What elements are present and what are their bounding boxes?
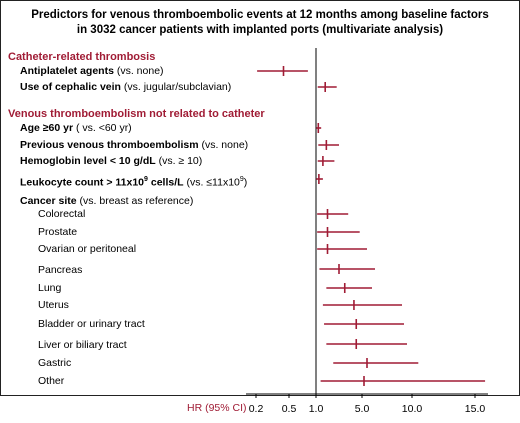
label-uterus: Uterus bbox=[38, 299, 69, 311]
label-ovarian: Ovarian or peritoneal bbox=[38, 243, 137, 255]
label-hemoglobin: Hemoglobin level < 10 g/dL (vs. ≥ 10) bbox=[20, 155, 203, 167]
x-tick-label: 15.0 bbox=[465, 403, 486, 415]
x-tick-label: 10.0 bbox=[402, 403, 423, 415]
label-colorectal: Colorectal bbox=[38, 208, 86, 220]
label-bladder: Bladder or urinary tract bbox=[38, 318, 145, 330]
label-liver: Liver or biliary tract bbox=[38, 339, 127, 351]
label-previous-vte: Previous venous thromboembolism (vs. non… bbox=[20, 139, 249, 151]
label-gastric: Gastric bbox=[38, 357, 72, 369]
label-lung: Lung bbox=[38, 282, 62, 294]
x-tick-label: 1.0 bbox=[309, 403, 324, 415]
section-catheter-related: Catheter-related thrombosis bbox=[8, 51, 156, 63]
label-age: Age ≥60 yr ( vs. <60 yr) bbox=[20, 122, 132, 134]
label-other: Other bbox=[38, 375, 65, 387]
label-antiplatelet: Antiplatelet agents (vs. none) bbox=[20, 65, 164, 77]
label-leukocyte: Leukocyte count > 11x109 cells/L (vs. ≤1… bbox=[20, 176, 248, 189]
x-axis-label: HR (95% CI) bbox=[187, 402, 247, 414]
x-tick-label: 0.2 bbox=[249, 403, 264, 415]
chart-title-line-2: in 3032 cancer patients with implanted p… bbox=[76, 24, 444, 36]
label-pancreas: Pancreas bbox=[38, 264, 83, 276]
label-cephalic-vein: Use of cephalic vein (vs. jugular/subcla… bbox=[20, 81, 232, 93]
label-prostate: Prostate bbox=[38, 226, 78, 238]
x-tick-label: 0.5 bbox=[282, 403, 297, 415]
chart-title-line-1: Predictors for venous thromboembolic eve… bbox=[31, 9, 489, 21]
section-vte-not-catheter: Venous thromboembolism not related to ca… bbox=[8, 108, 265, 120]
x-tick-label: 5.0 bbox=[355, 403, 370, 415]
label-cancer-site: Cancer site (vs. breast as reference) bbox=[20, 195, 194, 207]
